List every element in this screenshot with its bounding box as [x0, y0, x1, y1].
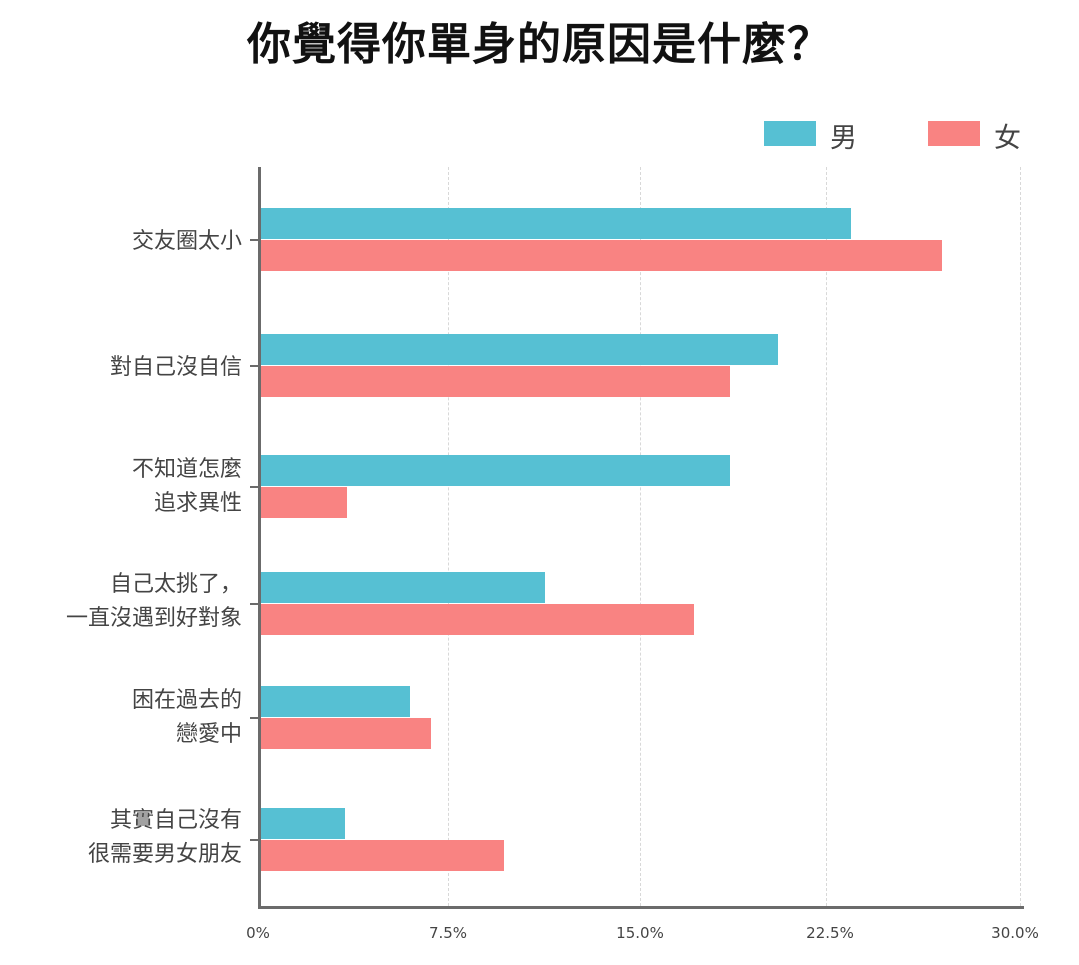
category-label: 其實自己沒有 很需要男女朋友 — [87, 808, 242, 867]
gridline — [1020, 167, 1021, 906]
category-tick — [250, 365, 259, 367]
legend-swatch-female — [928, 121, 980, 146]
category-label: 不知道怎麼 追求異性 — [131, 457, 242, 516]
category-label: 交友圈太小 — [131, 229, 242, 254]
bar-male — [261, 572, 545, 603]
category-label: 困在過去的 戀愛中 — [131, 688, 242, 747]
x-tick-label: 7.5% — [428, 924, 468, 942]
x-tick-label: 30.0% — [991, 924, 1039, 942]
bar-female — [261, 366, 730, 397]
bar-male — [261, 455, 730, 486]
x-axis-line — [258, 906, 1024, 909]
bar-female — [261, 604, 694, 635]
legend-swatch-male — [764, 121, 816, 146]
bar-male — [261, 808, 345, 839]
bar-female — [261, 240, 942, 271]
bar-female — [261, 718, 431, 749]
y-axis-line — [258, 167, 261, 909]
category-tick — [250, 603, 259, 605]
category-tick — [250, 486, 259, 488]
category-label: 自己太挑了， 一直沒遇到好對象 — [65, 572, 242, 631]
x-tick-label: 0% — [246, 924, 270, 942]
gridline — [826, 167, 827, 906]
x-tick-label: 15.0% — [616, 924, 664, 942]
bar-male — [261, 208, 851, 239]
bar-female — [261, 487, 347, 518]
bar-male — [261, 686, 410, 717]
chart-title: 你覺得你單身的原因是什麼？ — [247, 19, 832, 70]
legend-label-male: 男 — [830, 123, 857, 154]
category-tick — [250, 717, 259, 719]
category-tick — [250, 839, 259, 841]
category-tick — [250, 239, 259, 241]
category-label: 對自己沒自信 — [109, 355, 242, 380]
bar-female — [261, 840, 504, 871]
x-tick-label: 22.5% — [806, 924, 854, 942]
bar-male — [261, 334, 778, 365]
gridline — [640, 167, 641, 906]
legend-label-female: 女 — [994, 123, 1021, 154]
gridline — [448, 167, 449, 906]
